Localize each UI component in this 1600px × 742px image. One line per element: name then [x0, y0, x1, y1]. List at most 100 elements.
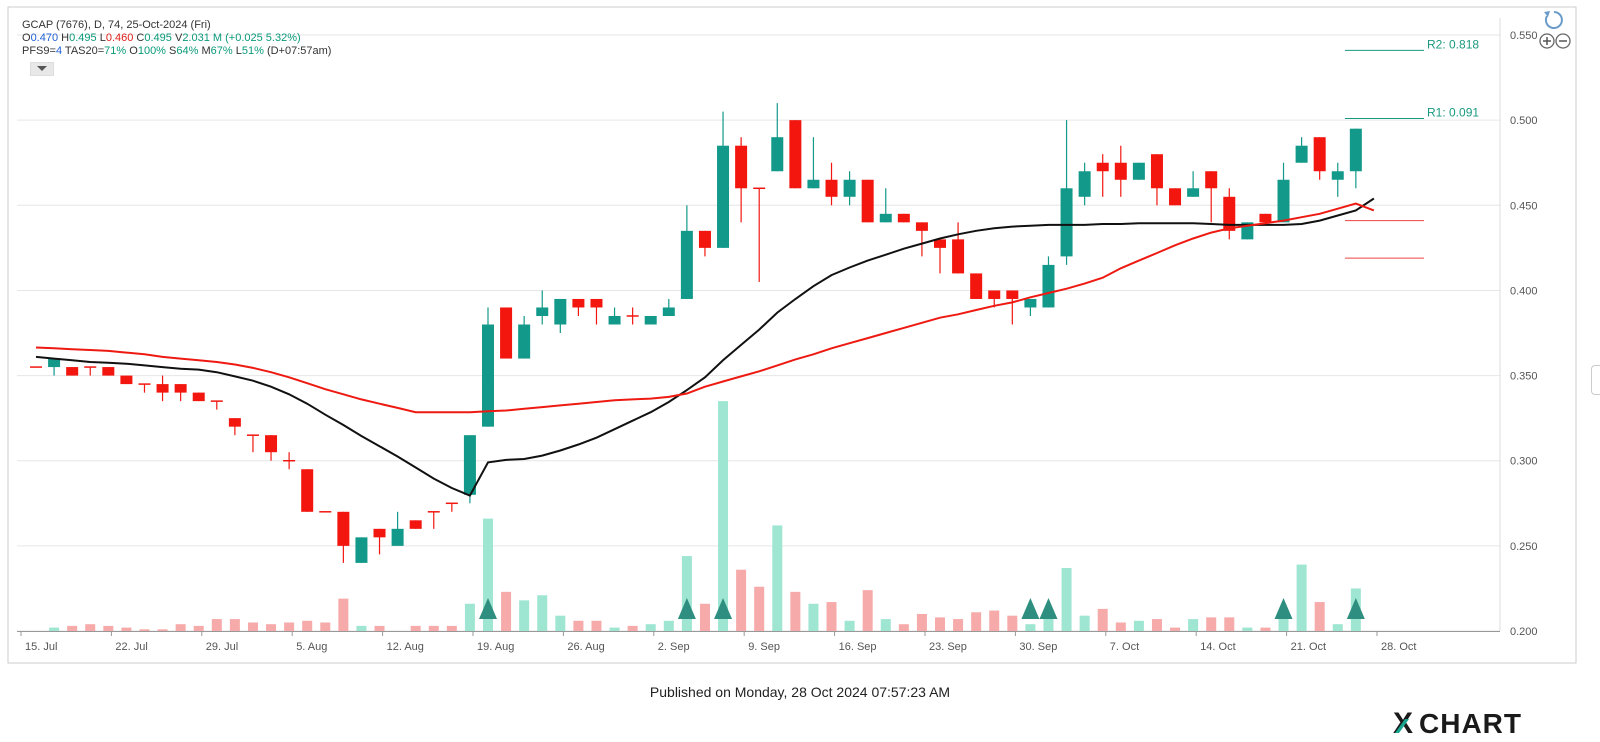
- candle: [463, 435, 476, 495]
- low-value: 0.460: [105, 32, 134, 44]
- zoom-in-icon[interactable]: [1539, 33, 1555, 49]
- volume-bar: [501, 591, 512, 631]
- volume-bar: [266, 624, 277, 631]
- signal-arrow-icon: [1021, 598, 1040, 619]
- candle: [897, 213, 910, 223]
- y-tick-label: 0.450: [1510, 200, 1538, 212]
- candle: [1060, 188, 1073, 257]
- candle: [228, 418, 241, 427]
- candle: [174, 384, 187, 393]
- volume-bar: [410, 625, 421, 631]
- refresh-icon[interactable]: [1544, 11, 1563, 29]
- candle: [138, 383, 151, 385]
- y-tick-label: 0.350: [1510, 371, 1538, 383]
- volume-bar: [175, 624, 186, 631]
- volume-bar: [49, 627, 60, 631]
- y-tick-label: 0.300: [1510, 456, 1538, 468]
- candle: [445, 502, 458, 505]
- volume-bar: [699, 603, 710, 631]
- candle: [626, 315, 639, 317]
- x-tick-label: 21. Oct: [1291, 641, 1326, 653]
- candle: [409, 520, 422, 529]
- candle: [355, 537, 368, 563]
- candle: [1169, 188, 1182, 206]
- candle: [156, 384, 169, 393]
- volume-bar: [229, 619, 240, 631]
- legend-dropdown-button[interactable]: [30, 62, 54, 76]
- candle: [373, 528, 386, 538]
- volume-bar: [627, 625, 638, 631]
- y-tick-label: 0.250: [1510, 541, 1538, 553]
- candle: [192, 392, 205, 402]
- candle: [1331, 171, 1344, 180]
- candle: [879, 213, 892, 223]
- volume-bar: [862, 590, 873, 631]
- candle: [915, 222, 928, 231]
- candle: [608, 315, 621, 325]
- candle: [1114, 162, 1127, 180]
- signal-arrow-icon: [1274, 598, 1293, 619]
- volume-bar: [826, 602, 837, 631]
- y-tick-label: 0.200: [1510, 626, 1538, 638]
- volume-bar: [139, 629, 150, 631]
- volume-bar: [935, 617, 945, 631]
- volume-bar: [1224, 617, 1235, 631]
- volume-bar: [483, 518, 493, 631]
- candle: [1187, 188, 1200, 197]
- candle: [861, 179, 874, 223]
- candle: [1277, 179, 1290, 223]
- volume-bar: [446, 625, 457, 631]
- volume-bar: [1206, 617, 1217, 631]
- volume-bar: [157, 629, 168, 631]
- candle: [66, 367, 79, 376]
- volume-bar: [284, 622, 295, 631]
- zoom-out-icon[interactable]: [1555, 33, 1571, 49]
- candle: [391, 528, 404, 546]
- volume-bar: [916, 613, 927, 631]
- candle: [644, 315, 657, 325]
- candle: [698, 230, 711, 248]
- indicator-line: PFS9=4 TAS20=71% O100% S64% M67% L51% (D…: [22, 45, 332, 57]
- candle: [952, 239, 965, 274]
- change-value: (+0.025 5.32%): [225, 32, 301, 44]
- side-panel-handle[interactable]: [1591, 365, 1600, 395]
- candle: [30, 366, 42, 368]
- moving-average-black: [35, 197, 1375, 497]
- x-tick-label: 19. Aug: [477, 641, 514, 653]
- candle: [1313, 137, 1326, 172]
- volume-bar: [121, 627, 132, 631]
- volume-bar: [772, 525, 783, 631]
- candle: [210, 400, 223, 402]
- volume-bar: [338, 598, 349, 631]
- candle: [1259, 213, 1272, 223]
- candle: [843, 179, 856, 197]
- volume-bar: [989, 610, 1000, 631]
- open-value: 0.470: [30, 32, 59, 44]
- volume-bar: [85, 624, 96, 631]
- volume-bar: [681, 556, 692, 631]
- volume-bar: [374, 625, 385, 631]
- x-tick-label: 30. Sep: [1019, 641, 1057, 653]
- candle: [680, 230, 693, 299]
- candle: [500, 307, 513, 359]
- volume-bar: [573, 620, 584, 631]
- x-tick-label: 22. Jul: [115, 641, 147, 653]
- candle: [735, 145, 748, 189]
- candle: [1132, 162, 1145, 180]
- high-value: 0.495: [69, 32, 97, 44]
- published-date: Published on Monday, 28 Oct 2024 07:57:2…: [649, 684, 951, 700]
- x-tick-label: 26. Aug: [567, 641, 604, 653]
- x-tick-label: 12. Aug: [387, 641, 424, 653]
- volume-bar: [67, 625, 78, 631]
- candle: [934, 239, 946, 248]
- volume-bar: [1242, 627, 1253, 631]
- volume-bar: [519, 600, 530, 631]
- signal-arrow-icon: [677, 598, 696, 619]
- ohlc-line: O0.470 H0.495 L0.460 C0.495 V2.031 M (+0…: [22, 32, 301, 44]
- chart-title: GCAP (7676), D, 74, 25-Oct-2024 (Fri): [22, 19, 211, 31]
- candle: [536, 307, 549, 316]
- signal-arrow-icon: [1039, 598, 1058, 619]
- volume-bar: [1260, 627, 1271, 631]
